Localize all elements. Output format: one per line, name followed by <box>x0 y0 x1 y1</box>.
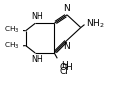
Text: NH: NH <box>31 55 43 64</box>
Text: Cl: Cl <box>60 67 69 76</box>
Text: CH$_3$: CH$_3$ <box>4 41 20 51</box>
Text: NH: NH <box>31 12 43 21</box>
Text: N: N <box>63 42 70 51</box>
Text: NH$_2$: NH$_2$ <box>86 18 104 30</box>
Text: H: H <box>61 61 68 70</box>
Text: OH: OH <box>60 63 73 72</box>
Text: CH$_3$: CH$_3$ <box>4 25 20 35</box>
Text: N: N <box>63 4 70 13</box>
